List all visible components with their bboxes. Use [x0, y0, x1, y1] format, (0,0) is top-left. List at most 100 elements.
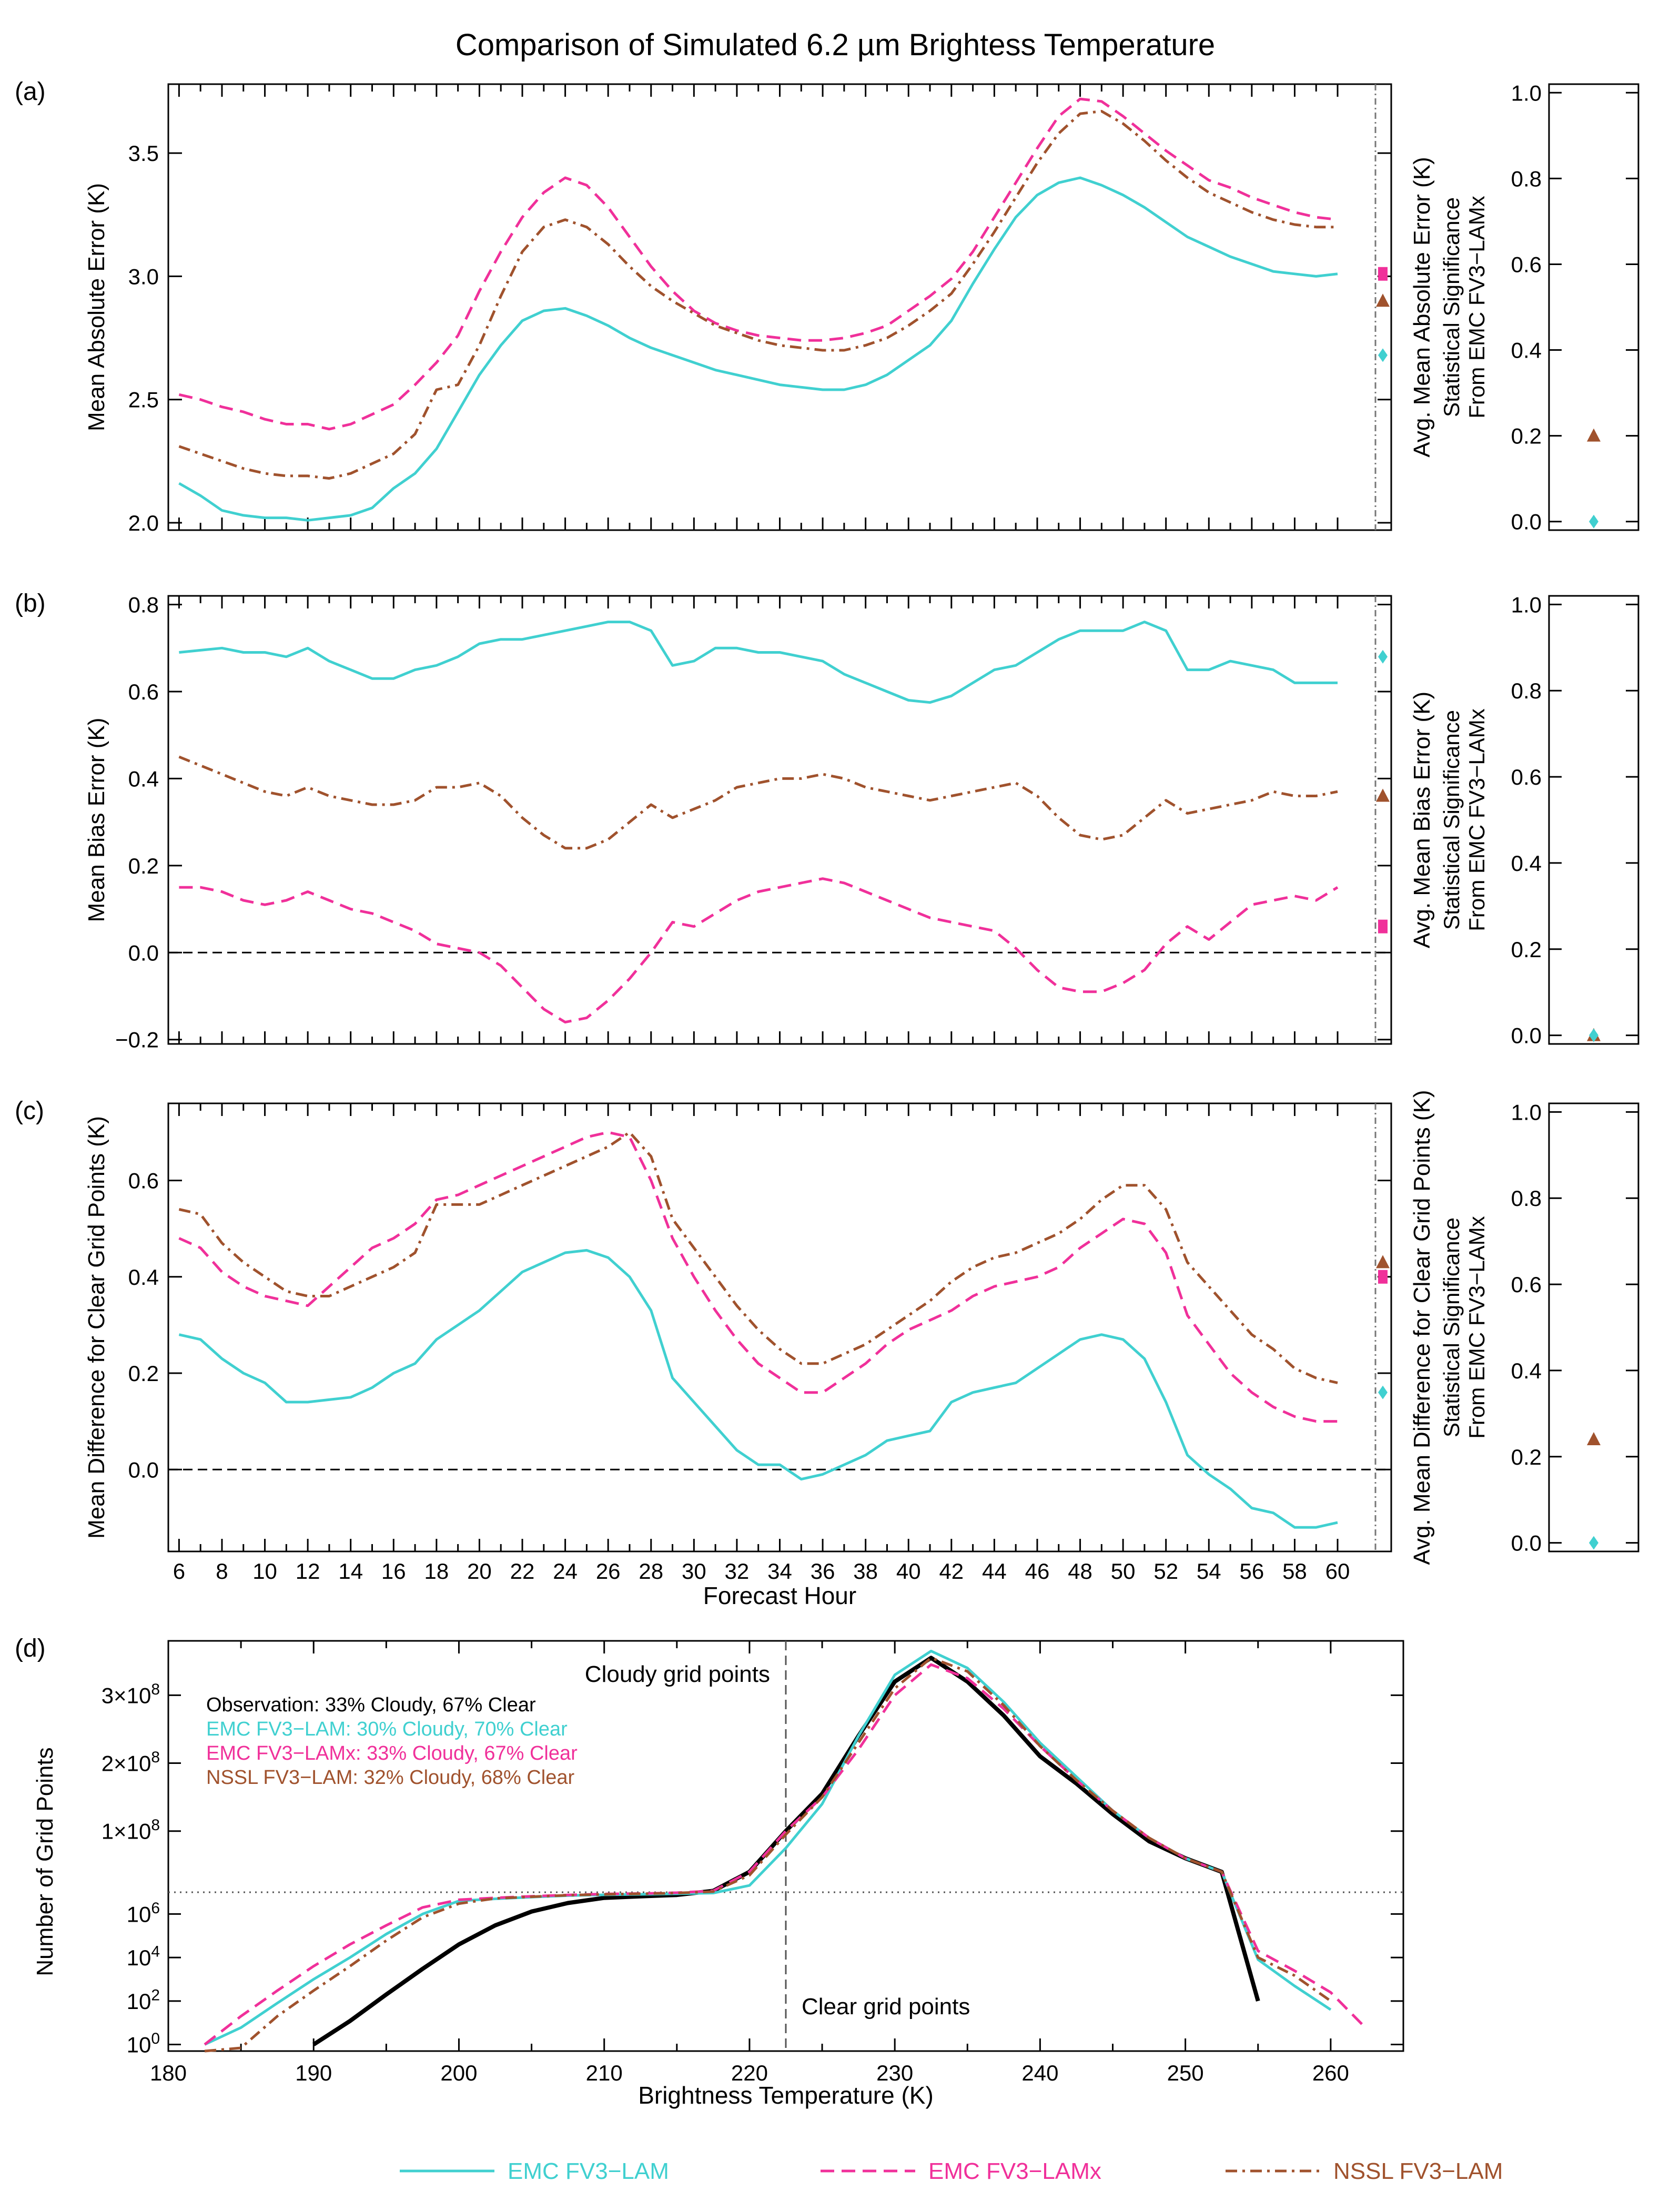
- y-axis-label-right: Avg. Mean Bias Error (K): [1409, 692, 1435, 948]
- x-tick-label: 50: [1111, 1559, 1136, 1584]
- x-tick-label: 250: [1167, 2061, 1204, 2085]
- significance-frame: [1548, 595, 1639, 1045]
- average-marker-emc-fv3-lamx: [1378, 267, 1388, 281]
- x-tick-label: 56: [1240, 1559, 1264, 1584]
- significance-label-line-2: From EMC FV3−LAMx: [1464, 708, 1489, 931]
- average-marker-nssl-fv3-lam: [1376, 293, 1390, 307]
- x-tick-label: 260: [1312, 2061, 1349, 2085]
- y-tick-mantissa: 3×10: [102, 1683, 151, 1708]
- x-axis-label: Forecast Hour: [703, 1582, 856, 1609]
- plot-frame: [167, 1102, 1392, 1553]
- y-tick-label: −0.2: [115, 1028, 159, 1052]
- y-tick-mantissa: 10: [127, 1945, 151, 1970]
- significance-marker-emc-fv3-lam: [1589, 1536, 1598, 1550]
- x-tick-label: 20: [467, 1559, 492, 1584]
- inset-legend-entry: EMC FV3−LAMx: 33% Cloudy, 67% Clear: [206, 1742, 578, 1764]
- y-tick-label: 0.4: [128, 1265, 159, 1290]
- series-line-nssl-fv3-lam: [178, 1131, 1338, 1384]
- series-line-emc-fv3-lam: [178, 1249, 1338, 1529]
- significance-tick-label: 0.2: [1511, 937, 1542, 962]
- y-tick-label: 1×108: [102, 1817, 160, 1844]
- x-tick-label: 46: [1025, 1559, 1050, 1584]
- x-tick-label: 24: [553, 1559, 578, 1584]
- y-axis-label: Number of Grid Points: [32, 1747, 58, 1976]
- x-tick-label: 28: [639, 1559, 663, 1584]
- average-marker-emc-fv3-lamx: [1378, 1270, 1388, 1284]
- y-tick-exponent: 0: [151, 2030, 160, 2047]
- series-line-emc-fv3-lam: [179, 621, 1338, 704]
- significance-label-line-2: From EMC FV3−LAMx: [1464, 196, 1489, 419]
- average-marker-emc-fv3-lam: [1378, 1385, 1388, 1399]
- inset-legend-entry: Observation: 33% Cloudy, 67% Clear: [206, 1694, 536, 1716]
- y-tick-label: 0.6: [128, 1169, 159, 1193]
- plot-frame: [167, 83, 1392, 531]
- x-tick-label: 16: [381, 1559, 406, 1584]
- x-axis-label: Brightness Temperature (K): [638, 2082, 934, 2109]
- y-tick-mantissa: 1×10: [102, 1819, 151, 1844]
- x-tick-label: 58: [1282, 1559, 1307, 1584]
- panel-c: (c) 0.0 0.2 0.4 0.6 6 8 10 12 14 16 18 20 22 24 26 28 30 3…: [15, 1090, 1639, 1609]
- y-tick-mantissa: 10: [127, 2033, 151, 2057]
- significance-tick-label: 0.8: [1511, 678, 1542, 703]
- x-tick-label: 210: [586, 2061, 623, 2085]
- y-tick-label: 102: [127, 1986, 160, 2014]
- inset-legend-entry: NSSL FV3−LAM: 32% Cloudy, 68% Clear: [206, 1767, 575, 1789]
- y-tick-label: 3.5: [128, 141, 159, 166]
- x-tick-label: 60: [1325, 1559, 1350, 1584]
- y-tick-mantissa: 2×10: [102, 1751, 151, 1776]
- x-tick-label: 34: [767, 1559, 792, 1584]
- significance-axis-label: Statistical SignificanceFrom EMC FV3−LAM…: [1439, 708, 1489, 931]
- significance-label-line-1: Statistical Significance: [1439, 197, 1464, 417]
- average-marker-emc-fv3-lam: [1378, 348, 1388, 362]
- significance-tick-label: 0.0: [1511, 510, 1542, 534]
- significance-tick-label: 0.4: [1511, 851, 1542, 876]
- y-tick-mantissa: 10: [127, 1989, 151, 2014]
- x-tick-label: 36: [811, 1559, 835, 1584]
- x-tick-label: 42: [939, 1559, 964, 1584]
- plot-frame: [167, 595, 1392, 1045]
- legend-label-emc-fv3-lamx: EMC FV3−LAMx: [928, 2158, 1101, 2184]
- y-tick-label: 2.5: [128, 388, 159, 412]
- y-tick-label: 104: [127, 1943, 160, 1971]
- significance-axis-label: Statistical SignificanceFrom EMC FV3−LAM…: [1439, 1216, 1489, 1439]
- x-tick-label: 190: [295, 2061, 332, 2085]
- significance-tick-label: 0.6: [1511, 252, 1542, 277]
- x-tick-label: 22: [510, 1559, 535, 1584]
- y-tick-label: 100: [127, 2030, 160, 2057]
- y-tick-label: 3.0: [128, 264, 159, 289]
- series-line-observation: [312, 1656, 1260, 2046]
- significance-tick-label: 1.0: [1511, 80, 1542, 105]
- y-axis-label: Mean Absolute Error (K): [84, 183, 109, 431]
- x-tick-label: 240: [1021, 2061, 1058, 2085]
- significance-tick-label: 0.0: [1511, 1023, 1542, 1048]
- series-line-nssl-fv3-lam: [178, 755, 1338, 850]
- significance-tick-label: 0.4: [1511, 1358, 1542, 1383]
- legend-label-nssl-fv3-lam: NSSL FV3−LAM: [1333, 2158, 1503, 2184]
- x-tick-label: 6: [173, 1559, 185, 1584]
- panel-b: (b) −0.2 0.0 0.2 0.4 0.6 0.8 Mean Bias Error (K…: [15, 590, 1639, 1052]
- x-tick-label: 220: [731, 2061, 768, 2085]
- significance-tick-label: 0.0: [1511, 1531, 1542, 1556]
- figure-title: Comparison of Simulated 6.2 µm Brightess…: [456, 28, 1215, 62]
- x-tick-label: 40: [896, 1559, 921, 1584]
- y-tick-label: 0.2: [128, 1361, 159, 1386]
- average-marker-emc-fv3-lamx: [1378, 919, 1388, 933]
- y-tick-exponent: 8: [151, 1817, 160, 1834]
- x-tick-label: 38: [853, 1559, 878, 1584]
- x-tick-label: 30: [682, 1559, 706, 1584]
- y-tick-exponent: 6: [151, 1900, 160, 1917]
- x-tick-label: 54: [1197, 1559, 1221, 1584]
- average-marker-nssl-fv3-lam: [1376, 788, 1390, 802]
- panels: (a) 2.0 2.5 3.0 3.5 Mean Absolute Error (K) Av…: [15, 78, 1639, 2109]
- x-tick-label: 200: [440, 2061, 477, 2085]
- x-tick-label: 18: [424, 1559, 449, 1584]
- inset-legend-entry: EMC FV3−LAM: 30% Cloudy, 70% Clear: [206, 1718, 568, 1740]
- significance-tick-label: 0.6: [1511, 765, 1542, 789]
- y-tick-exponent: 4: [151, 1943, 160, 1961]
- y-tick-label: 0.8: [128, 593, 159, 617]
- clear-annotation: Clear grid points: [802, 1994, 970, 2020]
- significance-frame: [1548, 1102, 1639, 1553]
- series-line-emc-fv3-lam: [178, 176, 1338, 522]
- significance-tick-label: 0.4: [1511, 338, 1542, 363]
